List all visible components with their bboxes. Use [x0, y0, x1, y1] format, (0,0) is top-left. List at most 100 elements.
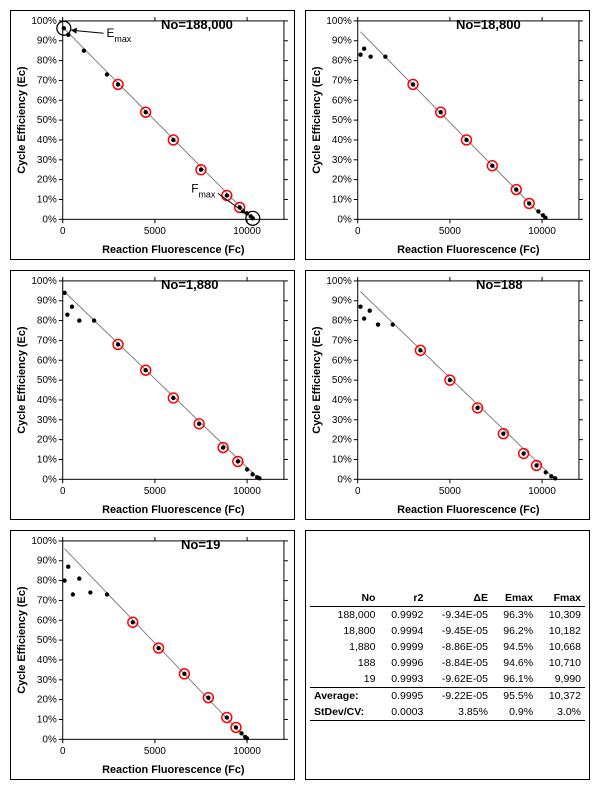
svg-text:40%: 40%	[332, 135, 352, 146]
svg-text:10%: 10%	[37, 454, 57, 465]
svg-text:100%: 100%	[326, 16, 352, 27]
svg-text:Cycle Efficiency (Ec): Cycle Efficiency (Ec)	[311, 326, 323, 434]
table-cell: 188	[310, 655, 379, 671]
svg-text:30%: 30%	[37, 675, 57, 686]
table-row: 1880.9996-8.84E-0594.6%10,710	[310, 655, 585, 671]
svg-text:0: 0	[355, 486, 361, 497]
svg-text:Cycle Efficiency (Ec): Cycle Efficiency (Ec)	[16, 586, 28, 694]
svg-text:80%: 80%	[37, 576, 57, 587]
panel-title: No=188	[476, 277, 523, 292]
svg-text:70%: 70%	[37, 595, 57, 606]
svg-text:30%: 30%	[332, 155, 352, 166]
table-cell: 0.9999	[379, 639, 427, 655]
chart-panel: 0%10%20%30%40%50%60%70%80%90%100%0500010…	[305, 10, 590, 260]
svg-text:10000: 10000	[233, 226, 261, 237]
table-cell: 10,668	[537, 639, 585, 655]
svg-text:40%: 40%	[332, 395, 352, 406]
table-cell: 188,000	[310, 606, 379, 623]
svg-text:80%: 80%	[332, 316, 352, 327]
svg-text:Cycle Efficiency (Ec): Cycle Efficiency (Ec)	[16, 326, 28, 434]
table-cell: 19	[310, 671, 379, 688]
svg-text:80%: 80%	[332, 56, 352, 67]
table-cell: -9.45E-05	[427, 623, 492, 639]
stats-table: Nor2ΔEEmaxFmax188,0000.9992-9.34E-0596.3…	[310, 590, 585, 721]
svg-text:10%: 10%	[332, 194, 352, 205]
table-row-average: Average:0.9995-9.22E-0595.5%10,372	[310, 687, 585, 704]
svg-text:0: 0	[60, 746, 66, 757]
svg-text:50%: 50%	[37, 635, 57, 646]
svg-text:5000: 5000	[144, 746, 167, 757]
svg-text:30%: 30%	[332, 415, 352, 426]
svg-text:10000: 10000	[528, 226, 556, 237]
svg-text:Reaction Fluorescence (Fc): Reaction Fluorescence (Fc)	[102, 504, 245, 516]
table-cell: 96.3%	[492, 606, 537, 623]
svg-text:0%: 0%	[42, 474, 57, 485]
scatter-chart: 0%10%20%30%40%50%60%70%80%90%100%0500010…	[11, 271, 294, 519]
table-cell: -9.34E-05	[427, 606, 492, 623]
table-cell: -8.84E-05	[427, 655, 492, 671]
svg-text:60%: 60%	[332, 355, 352, 366]
scatter-chart: 0%10%20%30%40%50%60%70%80%90%100%0500010…	[306, 11, 589, 259]
svg-text:60%: 60%	[37, 355, 57, 366]
svg-text:5000: 5000	[144, 486, 167, 497]
panel-title: No=18,800	[456, 17, 521, 32]
svg-text:5000: 5000	[439, 486, 462, 497]
svg-text:5000: 5000	[144, 226, 167, 237]
table-cell: 0.9992	[379, 606, 427, 623]
svg-text:10%: 10%	[37, 194, 57, 205]
svg-text:90%: 90%	[332, 36, 352, 47]
chart-panel: 0%10%20%30%40%50%60%70%80%90%100%0500010…	[10, 270, 295, 520]
svg-text:Reaction Fluorescence (Fc): Reaction Fluorescence (Fc)	[102, 244, 245, 256]
table-header: ΔE	[427, 590, 492, 607]
svg-text:0: 0	[60, 226, 66, 237]
scatter-chart: 0%10%20%30%40%50%60%70%80%90%100%0500010…	[11, 531, 294, 779]
svg-text:10000: 10000	[528, 486, 556, 497]
svg-text:40%: 40%	[37, 395, 57, 406]
table-row: 190.9993-9.62E-0596.1%9,990	[310, 671, 585, 688]
svg-text:10000: 10000	[233, 746, 261, 757]
table-header: Fmax	[537, 590, 585, 607]
table-cell: 94.6%	[492, 655, 537, 671]
svg-text:5000: 5000	[439, 226, 462, 237]
svg-text:40%: 40%	[37, 135, 57, 146]
chart-panel: 0%10%20%30%40%50%60%70%80%90%100%0500010…	[10, 530, 295, 780]
chart-panel: 0%10%20%30%40%50%60%70%80%90%100%0500010…	[305, 270, 590, 520]
svg-text:10%: 10%	[332, 454, 352, 465]
svg-text:100%: 100%	[31, 536, 57, 547]
table-header: Emax	[492, 590, 537, 607]
svg-text:Reaction Fluorescence (Fc): Reaction Fluorescence (Fc)	[102, 764, 245, 776]
svg-text:0%: 0%	[42, 214, 57, 225]
svg-text:70%: 70%	[37, 335, 57, 346]
table-cell: 1,880	[310, 639, 379, 655]
svg-text:50%: 50%	[332, 375, 352, 386]
panel-title: No=19	[181, 537, 220, 552]
svg-text:0%: 0%	[42, 734, 57, 745]
scatter-chart: 0%10%20%30%40%50%60%70%80%90%100%0500010…	[11, 11, 294, 259]
svg-text:70%: 70%	[37, 75, 57, 86]
svg-text:Cycle Efficiency (Ec): Cycle Efficiency (Ec)	[311, 66, 323, 174]
svg-text:100%: 100%	[326, 276, 352, 287]
svg-text:0: 0	[60, 486, 66, 497]
svg-text:80%: 80%	[37, 316, 57, 327]
chart-panel: 0%10%20%30%40%50%60%70%80%90%100%0500010…	[10, 10, 295, 260]
table-row: 188,0000.9992-9.34E-0596.3%10,309	[310, 606, 585, 623]
table-cell: 10,710	[537, 655, 585, 671]
table-cell: -9.62E-05	[427, 671, 492, 688]
svg-text:70%: 70%	[332, 75, 352, 86]
table-cell: 0.9996	[379, 655, 427, 671]
table-row: 18,8000.9994-9.45E-0596.2%10,182	[310, 623, 585, 639]
table-cell: 10,182	[537, 623, 585, 639]
svg-text:Reaction Fluorescence (Fc): Reaction Fluorescence (Fc)	[397, 504, 540, 516]
svg-text:60%: 60%	[37, 615, 57, 626]
svg-text:50%: 50%	[37, 115, 57, 126]
svg-text:0%: 0%	[337, 474, 352, 485]
svg-text:0%: 0%	[337, 214, 352, 225]
table-row-stdev: StDev/CV:0.00033.85%0.9%3.0%	[310, 704, 585, 721]
panel-title: No=188,000	[161, 17, 233, 32]
svg-text:20%: 20%	[332, 435, 352, 446]
svg-text:60%: 60%	[37, 95, 57, 106]
table-cell: 0.9994	[379, 623, 427, 639]
svg-text:100%: 100%	[31, 16, 57, 27]
svg-text:30%: 30%	[37, 415, 57, 426]
svg-text:40%: 40%	[37, 655, 57, 666]
